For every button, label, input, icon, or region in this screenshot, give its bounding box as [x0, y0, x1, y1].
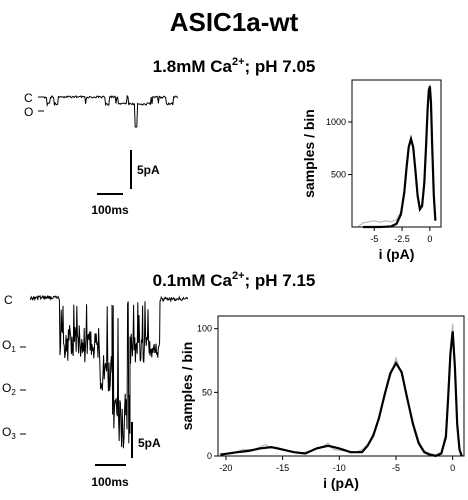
- bottom-histogram-ticks: -20 -15 -10 -5 0 0 50 100: [197, 324, 455, 473]
- x-tick-label: -10: [333, 463, 346, 473]
- top-histogram-x-axis-label: i (pA): [379, 246, 415, 262]
- x-tick-label: -5: [392, 463, 400, 473]
- top-histogram-fit-series: [363, 86, 437, 229]
- top-condition-sup: 2+: [232, 56, 245, 68]
- x-tick-label: 0: [450, 463, 455, 473]
- bottom-single-channel-trace: [29, 294, 189, 449]
- top-histogram-y-axis-label: samples / bin: [301, 109, 317, 198]
- bottom-condition-sup: 2+: [232, 270, 245, 282]
- y-tick-label: 50: [202, 387, 212, 397]
- top-condition-prefix: 1.8mM Ca: [153, 57, 233, 76]
- bottom-histogram-x-axis-label: i (pA): [323, 475, 359, 491]
- x-tick-label: -5: [370, 234, 378, 244]
- bottom-histogram-frame: [217, 315, 465, 457]
- top-histogram-frame: [351, 79, 442, 228]
- y-tick-label: 1000: [326, 117, 346, 127]
- top-histogram: -5 -2.5 0 500 1000 i (pA) samples / bin: [301, 79, 442, 262]
- bottom-histogram-y-axis-label: samples / bin: [179, 342, 195, 431]
- top-state-label-c: C: [24, 91, 33, 105]
- bottom-state-label-o3: O3: [2, 425, 16, 441]
- y-tick-label: 0: [207, 451, 212, 461]
- top-condition-suffix: ; pH 7.05: [245, 57, 316, 76]
- y-tick-label: 100: [197, 324, 212, 334]
- bottom-state-labels: C O1 O2 O3: [2, 293, 26, 441]
- bottom-scale-label-current: 5pA: [138, 436, 161, 450]
- x-tick-label: 0: [427, 234, 432, 244]
- top-scale-label-time: 100ms: [91, 203, 129, 217]
- figure-title: ASIC1a-wt: [170, 7, 299, 37]
- bottom-state-label-o2: O2: [2, 381, 16, 397]
- y-tick-label: 500: [331, 170, 346, 180]
- bottom-histogram-raw-series: [220, 323, 463, 456]
- top-condition-label: 1.8mM Ca2+; pH 7.05: [153, 56, 316, 76]
- bottom-state-label-o1: O1: [2, 338, 16, 354]
- top-histogram-raw-series: [357, 84, 436, 228]
- bottom-state-label-c: C: [4, 293, 13, 307]
- top-state-label-o: O: [24, 105, 33, 119]
- x-tick-label: -2.5: [394, 234, 410, 244]
- x-tick-label: -15: [276, 463, 289, 473]
- bottom-scale-label-time: 100ms: [91, 475, 129, 489]
- top-single-channel-trace: [43, 94, 179, 128]
- bottom-histogram-fit-series: [220, 331, 463, 458]
- top-scale-label-current: 5pA: [137, 163, 160, 177]
- top-histogram-ticks: -5 -2.5 0 500 1000: [326, 117, 432, 244]
- top-state-labels: C O: [24, 91, 44, 119]
- x-tick-label: -20: [219, 463, 232, 473]
- bottom-histogram: -20 -15 -10 -5 0 0 50 100 i (pA) samples / bin: [179, 315, 465, 491]
- bottom-condition-prefix: 0.1mM Ca: [153, 271, 233, 290]
- bottom-condition-suffix: ; pH 7.15: [245, 271, 316, 290]
- bottom-condition-label: 0.1mM Ca2+; pH 7.15: [153, 270, 316, 290]
